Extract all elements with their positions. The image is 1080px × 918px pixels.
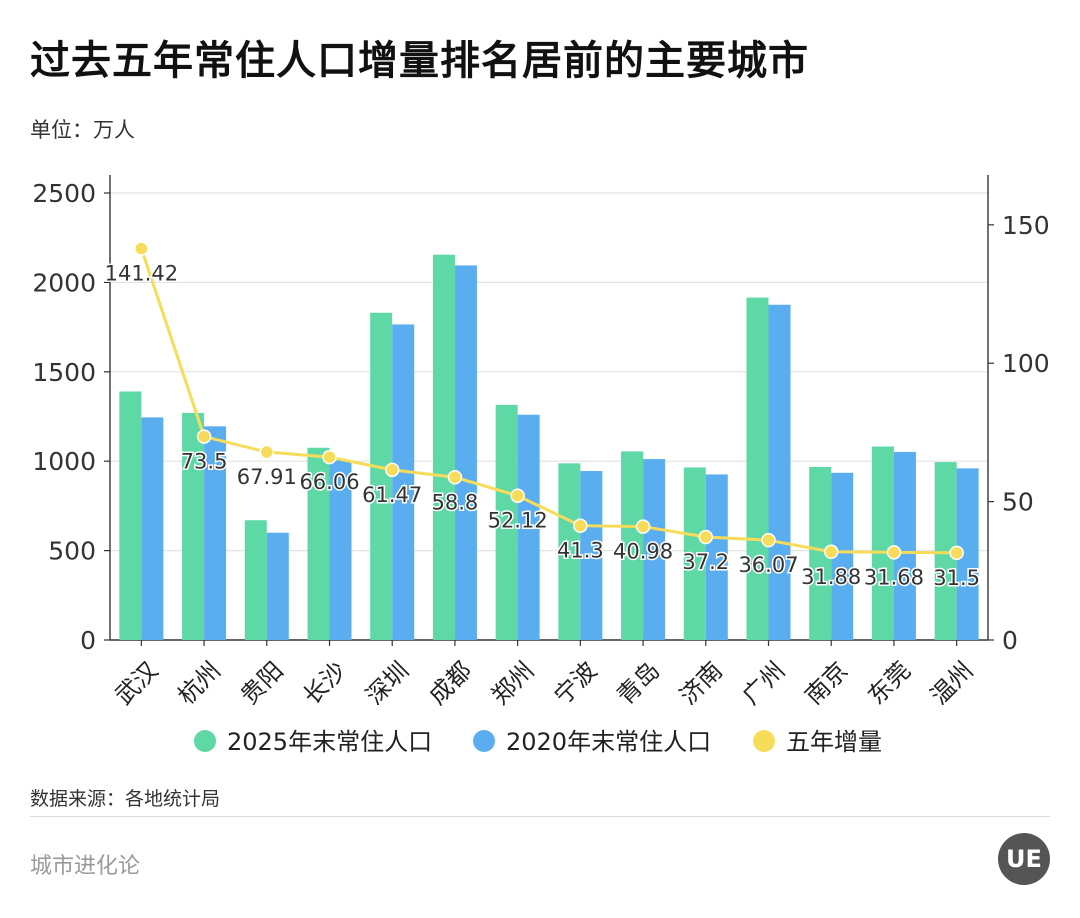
bar-2020-2 xyxy=(266,532,289,640)
increase-point-7 xyxy=(573,518,588,533)
bar-2020-12 xyxy=(893,451,916,640)
increase-label-3: 66.06 xyxy=(299,470,359,494)
left-tick-label: 1000 xyxy=(32,447,96,476)
bar-2025-5 xyxy=(432,254,455,640)
bar-2025-2 xyxy=(244,520,267,640)
left-tick-label: 2000 xyxy=(32,268,96,297)
category-label: 广州 xyxy=(737,656,791,710)
increase-label-6: 52.12 xyxy=(488,509,548,533)
bar-2025-10 xyxy=(746,297,769,640)
increase-label-12: 31.68 xyxy=(864,565,924,589)
category-label: 东莞 xyxy=(862,656,916,710)
left-tick-label: 0 xyxy=(80,626,96,655)
category-label: 青岛 xyxy=(611,656,665,710)
increase-point-8 xyxy=(635,519,651,534)
category-label: 深圳 xyxy=(361,656,415,710)
increase-label-7: 41.3 xyxy=(557,539,604,563)
legend-2020-marker xyxy=(473,730,495,752)
bar-2020-5 xyxy=(454,265,477,640)
right-tick-label: 100 xyxy=(1002,349,1050,378)
bar-2020-8 xyxy=(643,459,666,640)
left-tick-label: 1500 xyxy=(32,358,96,387)
bar-2025-11 xyxy=(809,466,832,640)
legend-increase-marker xyxy=(753,730,775,752)
bar-2025-13 xyxy=(934,462,957,640)
right-tick-label: 150 xyxy=(1002,211,1050,240)
category-label: 温州 xyxy=(925,656,979,710)
increase-point-0 xyxy=(134,241,149,256)
right-tick-label: 0 xyxy=(1002,626,1018,655)
category-label: 成都 xyxy=(423,656,477,710)
category-label: 长沙 xyxy=(298,656,352,710)
brand-name: 城市进化论 xyxy=(30,854,141,879)
increase-label-11: 31.88 xyxy=(801,565,861,589)
bar-2020-7 xyxy=(580,471,603,640)
category-label: 宁波 xyxy=(549,656,603,710)
increase-label-5: 58.8 xyxy=(432,490,479,514)
category-label: 济南 xyxy=(674,656,728,710)
increase-point-5 xyxy=(447,470,463,485)
category-label: 郑州 xyxy=(486,656,540,710)
left-tick-label: 2500 xyxy=(32,179,96,208)
bar-2025-8 xyxy=(621,451,644,640)
increase-point-3 xyxy=(322,449,337,465)
increase-point-10 xyxy=(761,532,776,548)
bar-2020-4 xyxy=(392,324,415,640)
bar-2025-7 xyxy=(558,463,581,640)
increase-label-10: 36.07 xyxy=(738,553,798,577)
bar-2020-9 xyxy=(705,474,728,640)
legend-2020-label: 2020年末常住人口 xyxy=(506,728,711,756)
category-label: 杭州 xyxy=(172,656,226,710)
data-source: 数据来源：各地统计局 xyxy=(30,788,221,810)
increase-point-9 xyxy=(698,529,714,545)
chart-title: 过去五年常住人口增量排名居前的主要城市 xyxy=(30,38,809,84)
increase-label-8: 40.98 xyxy=(613,540,673,564)
increase-label-1: 73.5 xyxy=(181,450,228,474)
bar-2025-6 xyxy=(495,404,518,640)
bar-2025-12 xyxy=(871,446,894,640)
unit-label: 单位：万人 xyxy=(30,118,135,142)
legend-2025-marker xyxy=(194,730,216,752)
bar-2020-6 xyxy=(517,414,540,640)
increase-label-0: 141.42 xyxy=(105,262,178,286)
increase-line xyxy=(139,248,957,555)
bar-2020-0 xyxy=(141,417,164,640)
bar-2020-13 xyxy=(956,468,979,640)
left-tick-label: 500 xyxy=(48,537,96,566)
bar-2025-1 xyxy=(182,412,205,640)
increase-point-11 xyxy=(823,544,839,560)
bar-2025-4 xyxy=(370,312,393,640)
category-label: 武汉 xyxy=(110,656,164,710)
bar-2020-11 xyxy=(831,472,854,640)
increase-label-13: 31.5 xyxy=(933,566,980,590)
legend-2025-label: 2025年末常住人口 xyxy=(227,728,432,756)
legend-increase-label: 五年增量 xyxy=(786,728,882,756)
increase-label-4: 61.47 xyxy=(362,483,422,507)
bar-2025-3 xyxy=(307,447,330,640)
increase-point-12 xyxy=(886,545,902,560)
bar-2025-9 xyxy=(683,467,706,640)
bar-2025-0 xyxy=(119,391,142,640)
bar-2020-10 xyxy=(768,304,791,640)
brand-logo: UE xyxy=(998,833,1050,885)
increase-point-2 xyxy=(259,444,275,460)
increase-point-4 xyxy=(384,462,400,478)
bar-2020-3 xyxy=(329,460,352,640)
increase-label-2: 67.91 xyxy=(237,465,297,489)
right-tick-label: 50 xyxy=(1002,488,1034,517)
increase-point-13 xyxy=(949,545,964,561)
increase-point-1 xyxy=(196,429,212,444)
increase-point-6 xyxy=(510,488,525,503)
increase-label-9: 37.2 xyxy=(682,550,729,574)
category-label: 贵阳 xyxy=(235,656,289,710)
category-label: 南京 xyxy=(800,656,854,710)
bar-2020-1 xyxy=(204,426,227,640)
footer-divider xyxy=(30,816,1050,817)
